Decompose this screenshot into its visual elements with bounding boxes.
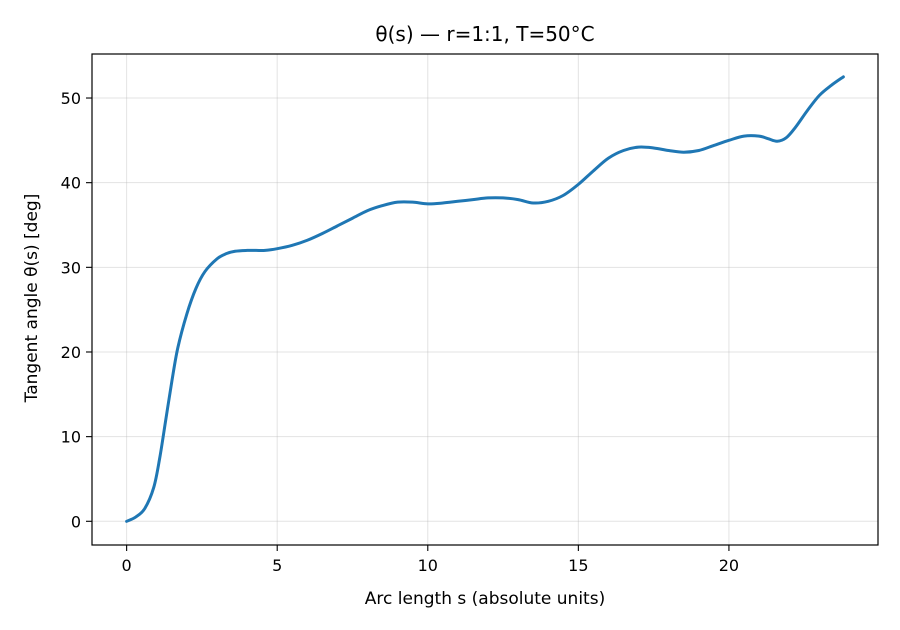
y-tick-label: 40 [61, 174, 81, 193]
y-tick-label: 20 [61, 343, 81, 362]
y-axis-label: Tangent angle θ(s) [deg] [22, 194, 42, 404]
y-axis: 0 10 20 30 40 50 [61, 89, 92, 531]
x-axis: 0 5 10 15 20 [122, 545, 739, 575]
y-tick-label: 10 [61, 428, 81, 447]
data-series [125, 75, 845, 523]
x-tick-label: 0 [122, 556, 132, 575]
y-tick-label: 0 [71, 512, 81, 531]
y-tick-label: 50 [61, 89, 81, 108]
series-line [125, 75, 845, 523]
x-tick-label: 10 [418, 556, 438, 575]
grid-lines [92, 54, 878, 545]
chart-title: θ(s) — r=1:1, T=50°C [375, 22, 594, 46]
x-tick-label: 15 [568, 556, 588, 575]
x-tick-label: 5 [272, 556, 282, 575]
plot-frame [91, 53, 879, 546]
y-tick-label: 30 [61, 258, 81, 277]
x-tick-label: 20 [719, 556, 739, 575]
x-axis-label: Arc length s (absolute units) [365, 589, 605, 609]
